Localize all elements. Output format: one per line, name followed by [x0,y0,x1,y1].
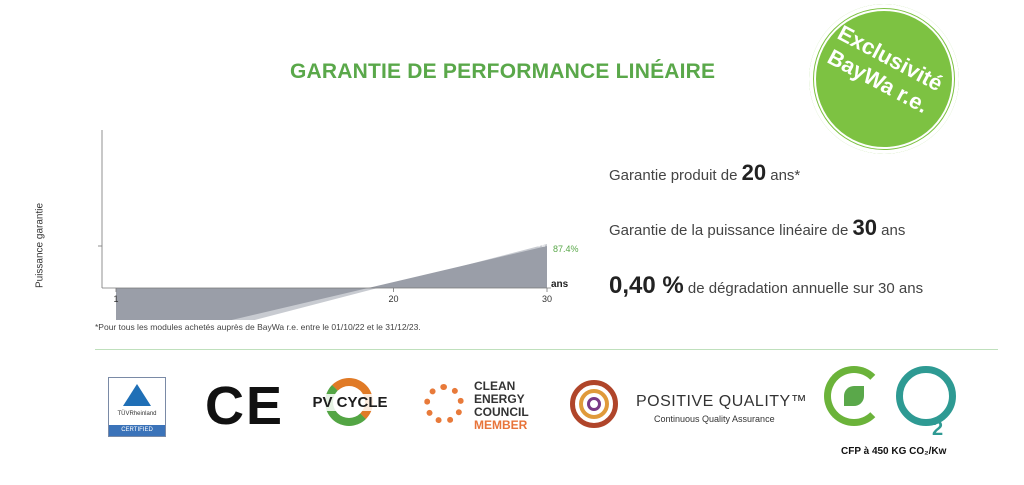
x-tick-label: 30 [542,294,552,304]
footnote: *Pour tous les modules achetés auprès de… [95,322,421,332]
fact-power-warranty: Garantie de la puissance linéaire de 30 … [609,215,906,240]
y-axis-label: Puissance garantie [34,202,46,289]
positive-quality-logo: POSITIVE QUALITY™ Continuous Quality Ass… [570,380,807,430]
tuv-triangle-icon [123,384,151,406]
clean-energy-council-logo: CLEAN ENERGY COUNCIL MEMBER [424,378,554,438]
c-ring-icon [824,366,884,426]
fact-degradation: 0,40 % de dégradation annuelle sur 30 an… [609,272,924,299]
area-guaranteed-power [116,246,547,320]
ce-mark-logo: CE [205,376,285,436]
spiral-icon [570,380,618,428]
tuv-rheinland-logo: TÜVRheinland CERTIFIED [108,377,166,437]
divider [95,349,998,350]
exclusivity-badge: Exclusivité BayWa r.e. [809,4,959,154]
x-tick-label: 1 [113,294,118,304]
x-axis-label: ans [551,279,569,290]
pv-cycle-logo: PV CYCLE [305,378,395,438]
sunburst-icon [424,384,464,424]
o-ring-icon [896,366,956,426]
leaf-icon [844,386,864,406]
fact-product-warranty: Garantie produit de 20 ans* [609,160,801,185]
end-value-annotation: 87.4% [553,244,579,254]
x-tick-label: 20 [389,294,399,304]
page-title: GARANTIE DE PERFORMANCE LINÉAIRE [290,60,716,83]
cfp-label: CFP à 450 KG CO₂/Kw [841,446,947,457]
co2-footprint-logo: 2 CFP à 450 KG CO₂/Kw [824,366,974,466]
